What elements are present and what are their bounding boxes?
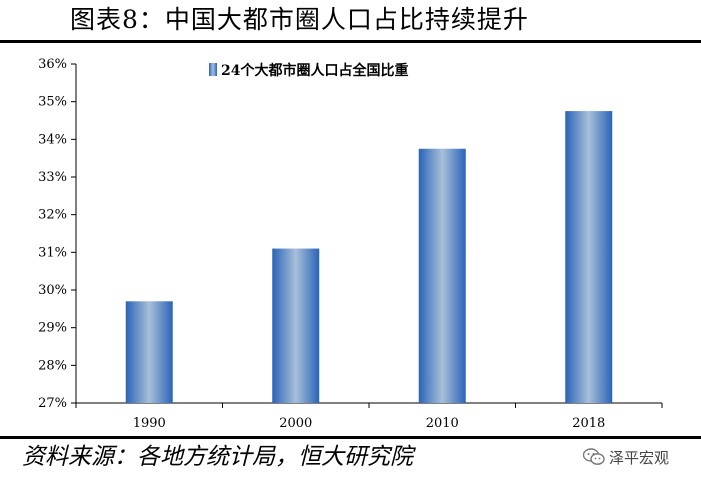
watermark-text: 泽平宏观 (609, 448, 670, 467)
y-tick-label: 30% (38, 283, 67, 298)
bar-chart: 24个大都市圈人口占全国比重 27% 28% 29% 30% 31% 32% 33% 34% 3… (0, 46, 701, 436)
x-tick-label: 2000 (279, 416, 312, 431)
bar (272, 248, 320, 403)
bars (125, 111, 613, 403)
y-tick-label: 34% (38, 132, 67, 147)
source-note: 资料来源：各地方统计局，恒大研究院 (22, 444, 413, 470)
y-tick-label: 31% (38, 245, 67, 260)
y-tick-label: 36% (38, 57, 67, 72)
x-tick-label: 1990 (133, 416, 166, 431)
page-title: 图表8：中国大都市圈人口占比持续提升 (70, 5, 529, 34)
x-tick-label: 2018 (572, 416, 605, 431)
legend-swatch (209, 63, 217, 76)
watermark: 泽平宏观 (582, 444, 670, 470)
footer-rule (0, 436, 701, 439)
bar (125, 301, 173, 403)
wechat-icon (582, 448, 605, 466)
y-tick-label: 29% (38, 321, 67, 336)
y-tick-label: 32% (38, 208, 67, 223)
chart-svg: 24个大都市圈人口占全国比重 27% 28% 29% 30% 31% 32% 33% 34% 3… (38, 57, 663, 431)
bar (565, 111, 613, 403)
x-axis: 1990 2000 2010 2018 (75, 402, 663, 431)
title-rule (0, 40, 701, 43)
y-axis: 27% 28% 29% 30% 31% 32% 33% 34% 35% 36% (38, 57, 77, 411)
y-tick-label: 27% (38, 396, 67, 411)
y-tick-label: 33% (38, 170, 67, 185)
x-tick-label: 2010 (426, 416, 459, 431)
y-tick-label: 35% (38, 95, 67, 110)
legend-label: 24个大都市圈人口占全国比重 (221, 62, 408, 79)
bar (418, 148, 466, 403)
y-tick-label: 28% (38, 358, 67, 373)
